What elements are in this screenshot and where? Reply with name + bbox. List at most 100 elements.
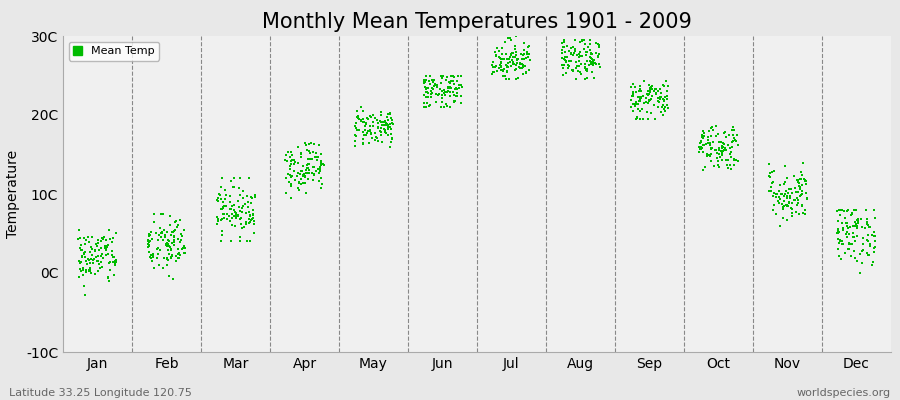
Point <box>579 52 593 58</box>
Point <box>305 156 320 162</box>
Point <box>559 70 573 76</box>
Point <box>431 90 446 97</box>
Point <box>657 98 671 104</box>
Point <box>587 56 601 63</box>
Point <box>832 240 846 246</box>
Point <box>835 240 850 247</box>
Point <box>420 89 435 95</box>
Point <box>570 52 584 58</box>
Point <box>639 99 653 105</box>
Point <box>699 141 714 147</box>
Point <box>794 168 808 175</box>
Point <box>790 200 805 207</box>
Point <box>147 219 161 226</box>
Point <box>492 48 507 54</box>
Point <box>636 100 651 107</box>
Point <box>860 222 875 228</box>
Point <box>578 76 592 83</box>
Point <box>868 207 882 213</box>
Point <box>506 61 520 67</box>
Point <box>74 242 88 248</box>
Point <box>440 103 454 110</box>
Point <box>363 128 377 134</box>
Point <box>77 250 92 256</box>
Point <box>424 93 438 100</box>
Point <box>224 178 238 184</box>
Point <box>235 205 249 211</box>
Point <box>838 250 852 256</box>
Point <box>287 168 302 174</box>
Point <box>309 149 323 156</box>
Point <box>644 93 659 99</box>
Point <box>437 92 452 98</box>
Point <box>507 61 521 68</box>
Point <box>382 120 397 127</box>
Point <box>232 204 247 210</box>
Point <box>434 80 448 86</box>
Point <box>95 235 110 242</box>
Point <box>860 237 875 243</box>
Point <box>236 194 250 201</box>
Point <box>219 203 233 209</box>
Point <box>155 210 169 217</box>
Point <box>78 237 93 244</box>
Point <box>785 210 799 217</box>
Point <box>294 154 309 161</box>
Point <box>173 252 187 258</box>
Point <box>421 90 436 96</box>
Point <box>776 206 790 212</box>
Point <box>636 93 651 99</box>
Point <box>142 242 157 249</box>
Point <box>235 225 249 232</box>
Point <box>86 260 101 266</box>
Point <box>764 188 778 194</box>
Point <box>156 265 170 272</box>
Point <box>436 104 451 110</box>
Point <box>301 161 315 167</box>
Point <box>424 90 438 97</box>
Point <box>219 192 233 198</box>
Point <box>446 88 461 95</box>
Point <box>167 219 182 225</box>
Point <box>591 44 606 50</box>
Point <box>860 250 874 256</box>
Point <box>497 56 511 62</box>
Point <box>773 182 788 188</box>
Point <box>711 158 725 164</box>
Point <box>72 226 86 233</box>
Point <box>368 115 382 121</box>
Point <box>244 217 258 224</box>
Point <box>313 175 328 181</box>
Point <box>149 246 164 252</box>
Point <box>301 156 315 162</box>
Point <box>562 63 577 70</box>
Point <box>658 104 672 110</box>
Point <box>693 143 707 150</box>
Point <box>74 247 88 254</box>
Point <box>310 166 325 172</box>
Point <box>288 177 302 184</box>
Point <box>847 234 861 241</box>
Point <box>628 100 643 107</box>
Point <box>582 58 597 64</box>
Point <box>834 256 849 262</box>
Point <box>449 93 464 99</box>
Point <box>315 181 329 187</box>
Point <box>215 206 230 212</box>
Point <box>642 96 656 103</box>
Point <box>284 181 298 187</box>
Point <box>230 212 245 219</box>
Point <box>517 56 531 62</box>
Point <box>454 93 469 99</box>
Point <box>361 128 375 134</box>
Point <box>780 203 795 210</box>
Point <box>214 217 229 223</box>
Point <box>520 51 535 58</box>
Point <box>445 85 459 91</box>
Point <box>141 237 156 243</box>
Point <box>433 86 447 92</box>
Point <box>104 239 119 246</box>
Point <box>661 82 675 89</box>
Point <box>296 172 310 178</box>
Point <box>435 99 449 105</box>
